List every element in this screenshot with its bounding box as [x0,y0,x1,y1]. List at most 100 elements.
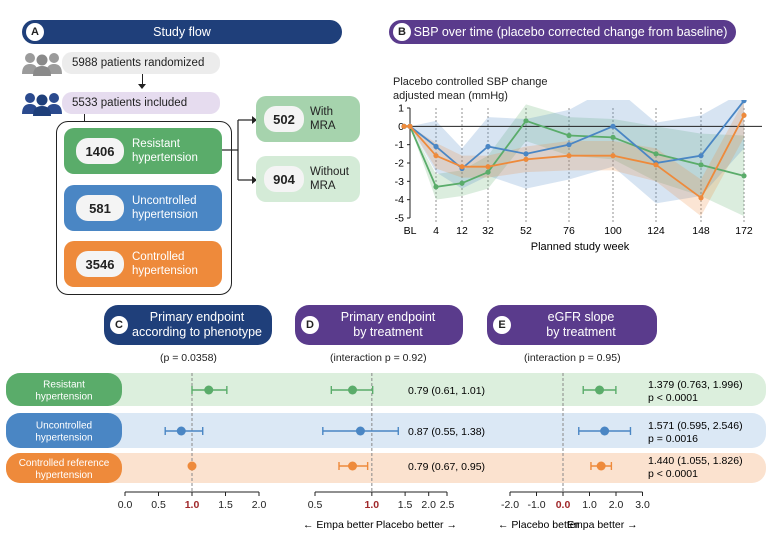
forest-right-direction-label: Placebo better → [376,519,457,531]
forest-x-tick-label: 0.5 [308,499,323,511]
panel-e-title-line2: by treatment [546,325,616,339]
sbp-point [653,151,659,157]
sbp-x-tick-label: BL [404,225,417,237]
uncontrolled-label-2: hypertension [132,209,198,221]
panel-d-title-line1: Primary endpoint [340,310,436,324]
uncontrolled-box: 581 Uncontrolled hypertension [64,185,222,231]
forest-x-tick-label: 2.0 [252,499,267,511]
sbp-point [741,173,747,179]
forest-point-estimate [348,385,358,395]
panel-e-letter: E [493,316,511,334]
without-mra-label-1: Without [310,166,349,178]
mra-split-arrows [222,116,257,184]
included-text: 5533 patients included [72,97,188,109]
sbp-point [523,151,529,157]
sbp-ylabel-line2: adjusted mean (mmHg) [393,90,508,102]
forest-x-tick-label: 2.0 [421,499,436,511]
sbp-point [485,164,491,170]
forest-x-tick-label: -1.0 [527,499,545,511]
sbp-y-tick-label: -4 [395,194,404,206]
forest-left-direction-label: ← Placebo better [498,519,580,531]
included-box: 5533 patients included [62,92,220,114]
forest-x-tick-label: -2.0 [501,499,519,511]
forest-d-note: (interaction p = 0.92) [330,352,427,364]
sbp-y-tick-label: -1 [395,139,404,151]
panel-d-title-line2: by treatment [353,325,423,339]
sbp-point [653,162,659,168]
forest-x-tick-label: 1.5 [218,499,233,511]
forest-row-label-box [6,453,122,483]
forest-estimate-text: 0.79 (0.61, 1.01) [408,385,485,397]
sbp-ylabel-line1: Placebo controlled SBP change [393,76,548,88]
randomized-text: 5988 patients randomized [72,57,205,69]
sbp-point [741,112,747,118]
forest-row-label-line2: hypertension [35,470,92,481]
forest-point-estimate [595,385,605,395]
sbp-point [566,153,572,159]
resistant-label-2: hypertension [132,152,198,164]
forest-row-label-line2: hypertension [35,433,92,444]
forest-estimate-text: 1.440 (1.055, 1.826) [648,455,743,467]
controlled-label-2: hypertension [132,265,198,277]
sbp-point [698,195,704,201]
forest-row-label-line2: hypertension [35,392,92,403]
with-mra-count: 502 [264,106,304,132]
with-mra-label-2: MRA [310,120,336,132]
sbp-x-tick-label: 12 [456,225,468,237]
forest-estimate-text: 0.79 (0.67, 0.95) [408,461,485,473]
sbp-point [485,143,491,150]
forest-row-label-line1: Controlled reference [19,458,110,469]
sbp-x-axis-label: Planned study week [531,241,630,253]
forest-left-direction-label: ← Empa better [303,519,374,531]
panel-e-header: E eGFR slope by treatment [487,305,657,345]
forest-point-estimate [355,426,365,436]
forest-p-value: p < 0.0001 [648,392,698,404]
sbp-x-tick-label: 32 [482,225,494,237]
sbp-point [459,180,465,186]
sbp-y-tick-label: -5 [395,213,404,225]
without-mra-label-2: MRA [310,180,336,192]
panel-d-header: D Primary endpoint by treatment [295,305,463,345]
sbp-x-tick-label: 4 [433,225,439,237]
forest-x-tick-label: 3.0 [635,499,650,511]
sbp-point [459,164,465,170]
forest-row-label-line1: Uncontrolled [36,421,92,432]
patients-icon-navy [22,93,62,116]
sbp-ci-band-2 [404,100,744,217]
forest-row-label-box [6,413,122,448]
sbp-x-tick-label: 100 [604,225,622,237]
forest-x-tick-label: 1.0 [582,499,597,511]
sbp-ci-band-0 [404,104,744,217]
sbp-x-tick-label: 52 [520,225,532,237]
sbp-y-tick-label: -2 [395,158,404,170]
forest-x-tick-label: 1.0 [185,499,200,511]
controlled-box: 3546 Controlled hypertension [64,241,222,287]
forest-estimate-text: 1.379 (0.763, 1.996) [648,379,743,391]
forest-point-estimate [187,461,197,471]
with-mra-box: 502 With MRA [256,96,360,142]
forest-x-tick-label: 0.0 [556,499,571,511]
panel-b-title: SBP over time (placebo corrected change … [413,24,728,39]
forest-point-estimate [348,461,358,471]
sbp-point [433,143,439,150]
uncontrolled-label-1: Uncontrolled [132,195,197,207]
sbp-point [523,156,529,162]
forest-estimate-text: 0.87 (0.55, 1.38) [408,426,485,438]
forest-point-estimate [204,385,214,395]
included-connector [84,114,85,122]
panel-c-title-line1: Primary endpoint [149,310,245,324]
forest-plots: ResistanthypertensionUncontrolledhyperte… [6,373,766,531]
forest-row-band [6,453,766,483]
sbp-point [698,162,704,168]
panel-a-letter: A [26,23,44,41]
panel-d-letter: D [301,316,319,334]
forest-point-estimate [596,461,606,471]
forest-estimate-text: 1.571 (0.595, 2.546) [648,420,743,432]
forest-x-tick-label: 2.5 [440,499,455,511]
forest-point-estimate [600,426,610,436]
forest-p-value: p < 0.0001 [648,468,698,480]
sbp-y-tick-label: -3 [395,176,404,188]
sbp-point [610,123,616,129]
sbp-point [741,100,747,104]
forest-x-tick-label: 1.5 [398,499,413,511]
